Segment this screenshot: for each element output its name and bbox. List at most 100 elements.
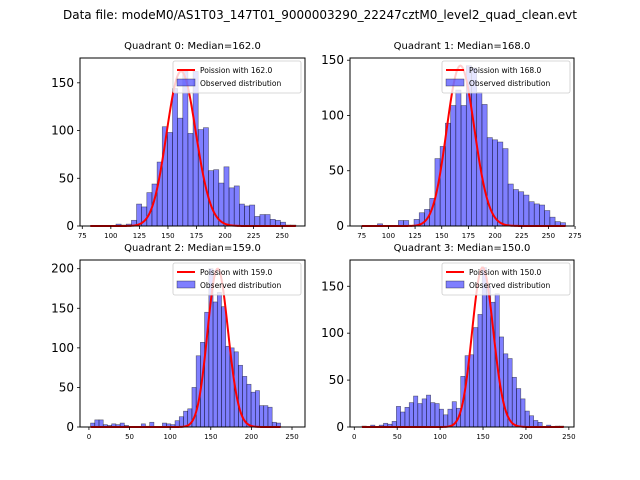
- histogram-bar: [396, 406, 401, 428]
- histogram-bar: [497, 141, 504, 227]
- x-tick-label: 200: [519, 433, 532, 441]
- legend-label: Observed distribution: [469, 281, 550, 290]
- legend-bar-swatch: [445, 280, 465, 289]
- legend-box: [441, 262, 571, 296]
- histogram-bar: [549, 216, 556, 227]
- x-tick-label: 50: [393, 433, 402, 441]
- histogram-bar: [244, 205, 250, 227]
- axes-frame: [79, 57, 306, 227]
- histogram-bar: [225, 345, 231, 428]
- histogram-bar: [259, 214, 266, 227]
- x-tick-label: 150: [476, 433, 489, 441]
- histogram-bar: [239, 203, 245, 227]
- legend-bar-swatch: [176, 78, 196, 87]
- x-tick-label: 50: [125, 433, 134, 441]
- histogram-bar: [468, 354, 474, 428]
- x-tick-label: 200: [488, 232, 501, 240]
- y-tick-label: 150: [321, 279, 344, 293]
- legend-label: Poission with 159.0: [200, 268, 273, 277]
- histogram-bar: [513, 189, 519, 227]
- histogram-bar: [443, 414, 449, 428]
- histogram-bar: [178, 416, 184, 428]
- histogram-bar: [413, 395, 419, 428]
- histogram-bar: [544, 210, 551, 227]
- histogram-bar: [421, 398, 427, 428]
- x-tick-label: 100: [433, 433, 446, 441]
- x-tick-label: 250: [562, 433, 575, 441]
- x-tick-label: 225: [515, 232, 528, 240]
- histogram-bar: [408, 402, 414, 428]
- x-tick-label: 200: [218, 232, 231, 240]
- y-tick-label: 150: [51, 301, 74, 315]
- histogram-bar: [477, 314, 483, 428]
- legend-box: [441, 60, 571, 94]
- histogram-bar: [183, 410, 189, 428]
- histogram-bar: [267, 406, 273, 428]
- histogram-bar: [520, 398, 526, 428]
- histogram-bar: [447, 408, 453, 428]
- histogram-bar: [502, 148, 509, 227]
- y-tick-label: 50: [329, 164, 344, 178]
- x-tick-label: 100: [163, 433, 176, 441]
- y-tick-label: 0: [336, 420, 344, 434]
- histogram-bar: [404, 406, 410, 428]
- x-tick-label: 100: [382, 232, 395, 240]
- histogram-bar: [182, 71, 189, 227]
- histogram-bar: [518, 191, 525, 227]
- histogram-bar: [228, 187, 235, 227]
- histogram-bar: [192, 71, 199, 227]
- histogram-bar: [438, 408, 444, 428]
- histogram-bar: [172, 88, 178, 227]
- x-tick-label: 250: [275, 232, 288, 240]
- histogram-bar: [450, 105, 457, 227]
- x-tick-label: 75: [78, 232, 87, 240]
- subplot-title: Quadrant 0: Median=162.0: [124, 41, 261, 52]
- histogram-bar: [511, 376, 517, 428]
- x-tick-label: 150: [435, 232, 448, 240]
- histogram-bar: [523, 194, 530, 227]
- histogram-bar: [216, 292, 222, 428]
- y-tick-label: 50: [329, 373, 344, 387]
- histogram-bar: [254, 390, 260, 428]
- y-tick-label: 0: [66, 420, 74, 434]
- histogram-bar: [167, 132, 173, 227]
- histogram-bar: [430, 402, 436, 428]
- histogram-bar: [254, 216, 261, 227]
- histogram-bar: [426, 394, 431, 428]
- x-tick-label: 250: [285, 433, 298, 441]
- histogram-bar: [263, 405, 269, 428]
- y-tick-label: 150: [321, 53, 344, 67]
- axes-frame: [79, 259, 306, 428]
- legend: Poission with 159.0 Observed distribution: [172, 262, 302, 296]
- histogram-bar: [246, 383, 252, 428]
- histogram-bar: [269, 219, 276, 227]
- y-tick-label: 50: [59, 171, 74, 185]
- histogram-bar: [507, 183, 514, 227]
- figure-title: Data file: modeM0/AS1T03_147T01_90000032…: [63, 8, 577, 22]
- x-tick-label: 150: [161, 232, 174, 240]
- histogram-bar: [516, 388, 522, 428]
- y-tick-label: 100: [51, 124, 74, 138]
- histogram-bar: [98, 419, 104, 428]
- histogram-bar: [94, 419, 100, 428]
- x-tick-label: 175: [190, 232, 203, 240]
- histogram-bar: [223, 166, 230, 227]
- subplot-title: Quadrant 2: Median=159.0: [124, 243, 261, 254]
- histogram-bar: [259, 405, 265, 428]
- histogram-bar: [528, 201, 535, 227]
- axes-frame: [349, 57, 575, 227]
- histogram-bar: [539, 204, 545, 227]
- histogram-bar: [473, 327, 479, 428]
- histogram-bar: [524, 410, 530, 428]
- legend: Poission with 162.0 Observed distribution: [172, 60, 302, 94]
- y-tick-label: 150: [51, 76, 74, 90]
- legend-label: Poission with 162.0: [200, 66, 273, 75]
- histogram-bar: [533, 203, 540, 227]
- x-tick-label: 0: [87, 433, 91, 441]
- legend-bar-swatch: [445, 78, 465, 87]
- histogram-bar: [177, 117, 184, 227]
- legend-label: Poission with 168.0: [469, 66, 542, 75]
- legend-bar-swatch: [176, 280, 196, 289]
- legend-label: Observed distribution: [200, 79, 281, 88]
